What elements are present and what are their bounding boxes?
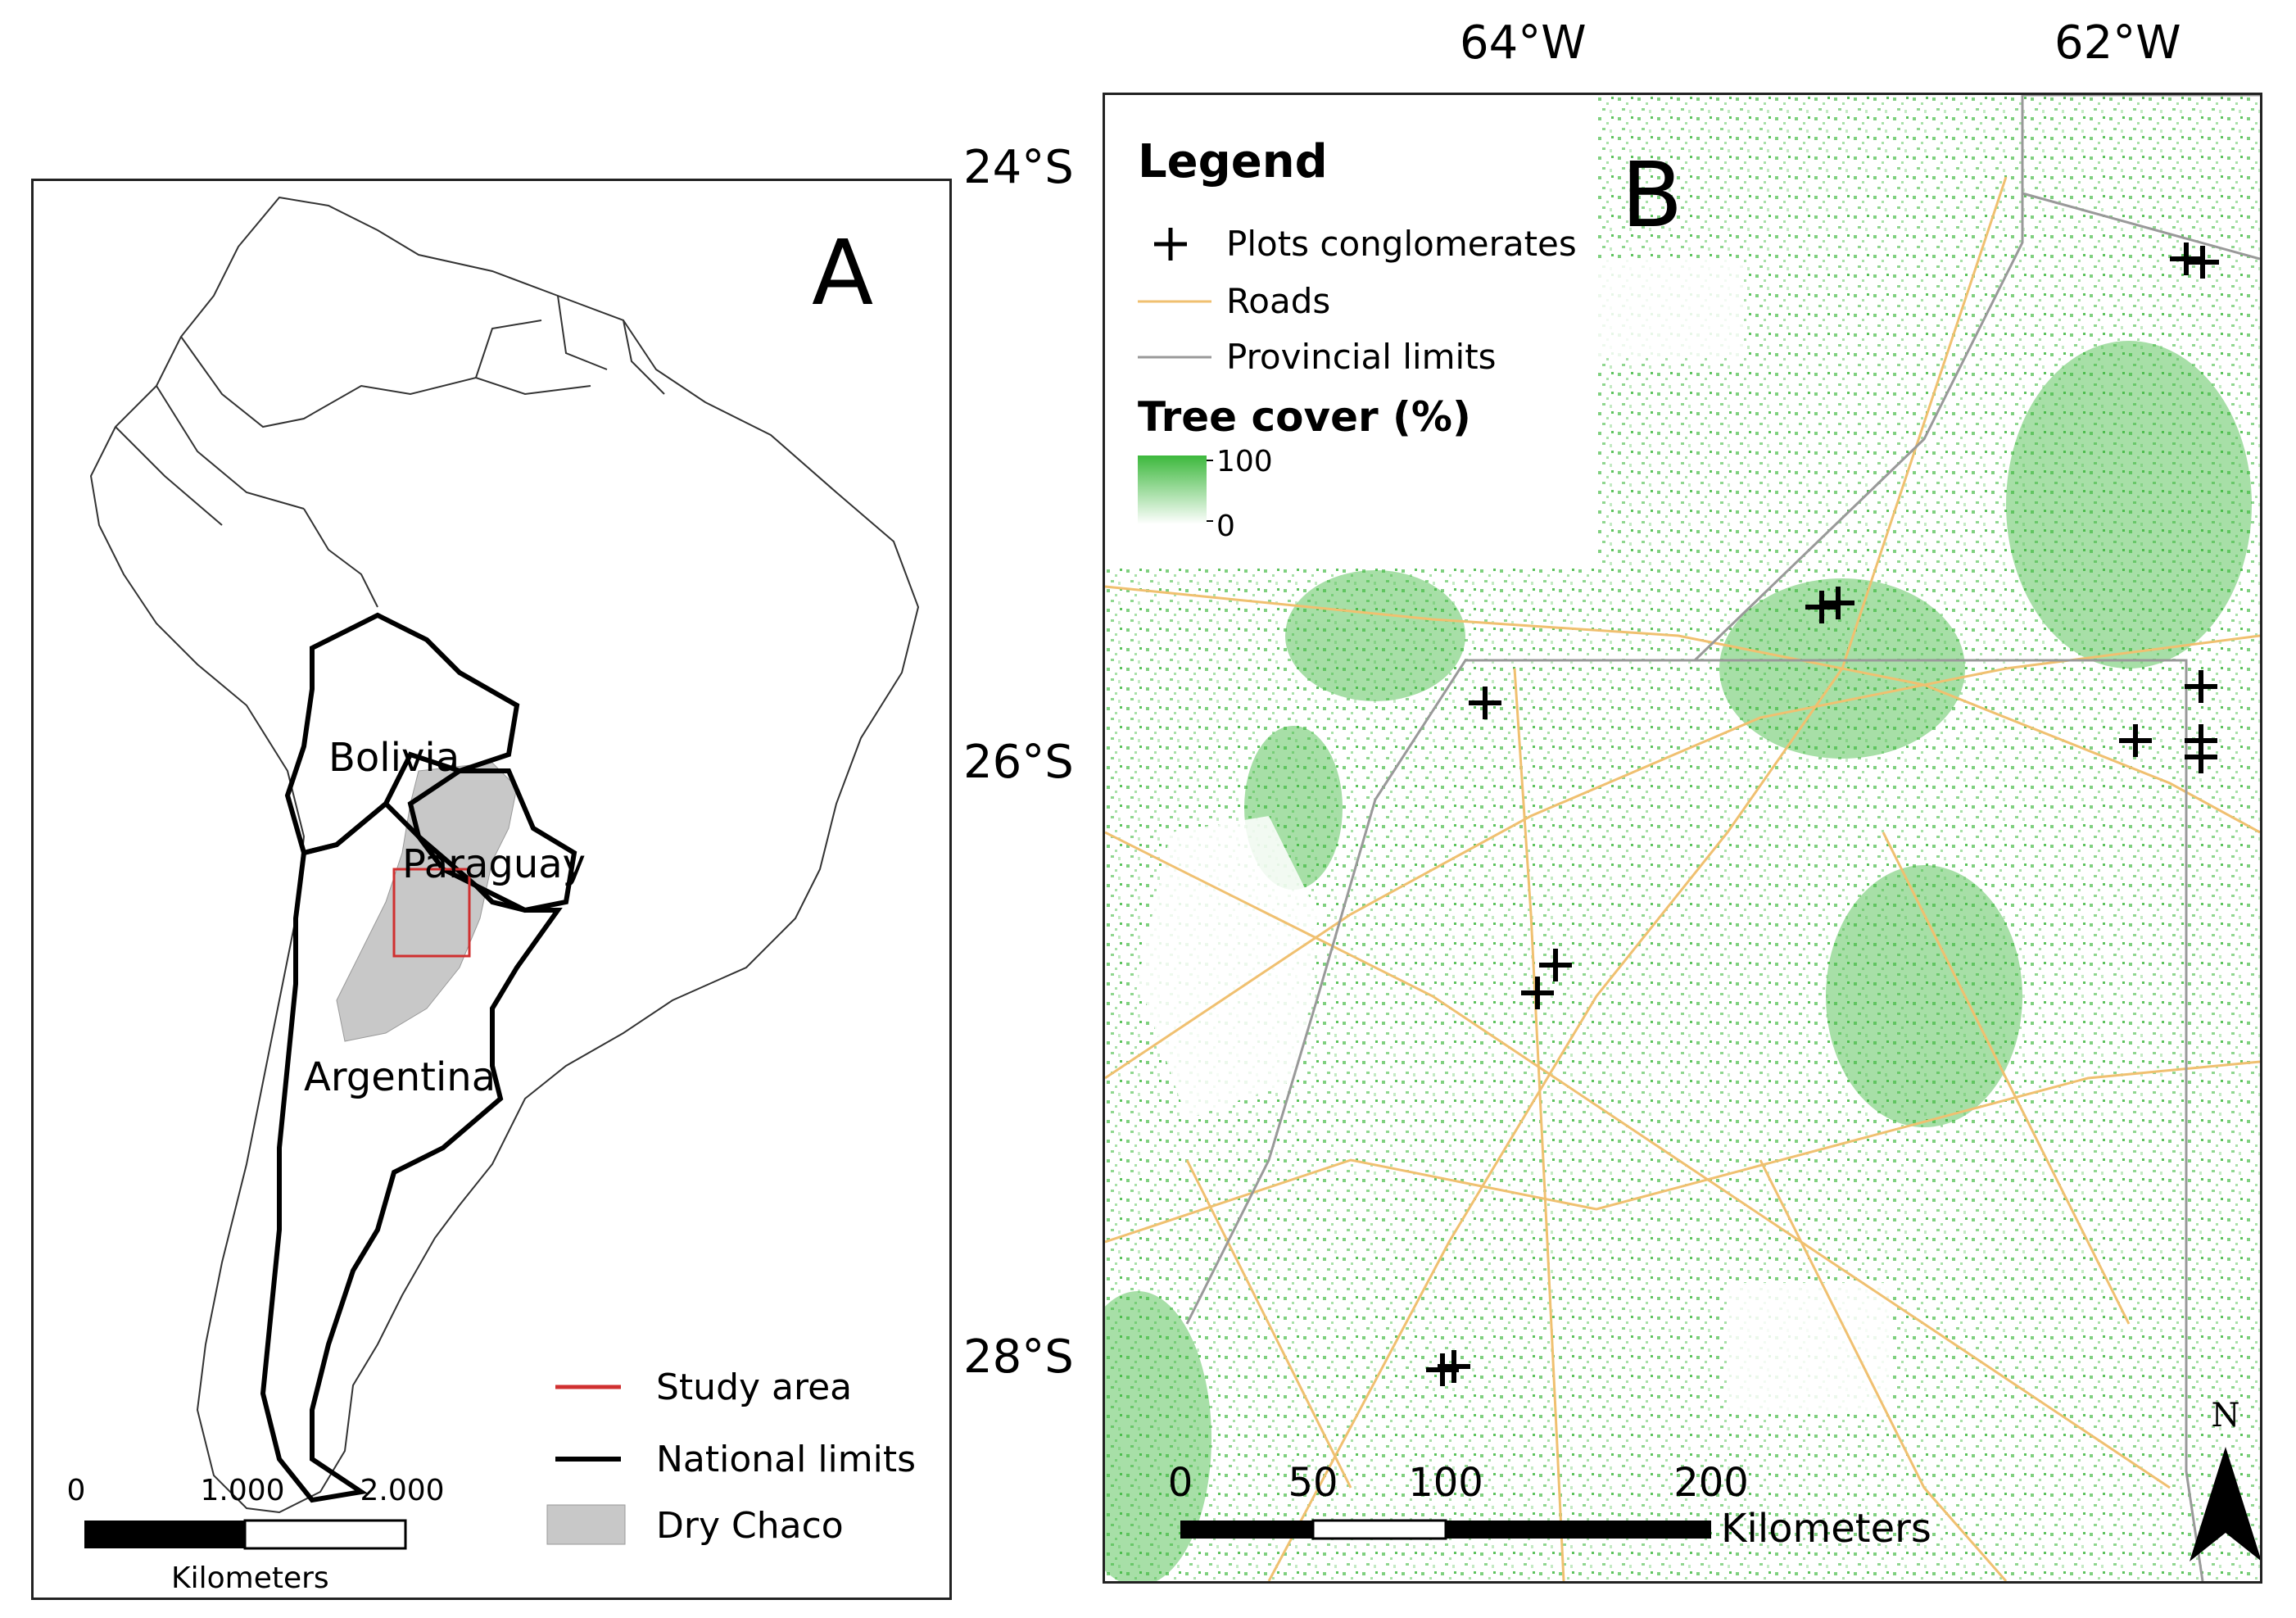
south-america-svg: A Bolivia Paraguay Argentina Study area …: [67, 196, 920, 1595]
scalebar-b-tick-3: 200: [1673, 1460, 1749, 1506]
lon-label-64w: 64°W: [1460, 16, 1587, 70]
scalebar-a-unit: Kilometers: [171, 1561, 329, 1595]
plot-marker: [2186, 246, 2219, 279]
plot-marker: [1469, 687, 1501, 719]
scalebar-a-tick-1: 1.000: [200, 1474, 284, 1507]
provincial-limits: [1185, 95, 2260, 1581]
panel-b-tree-cover-map: Legend Plots conglomerates Roads Provinc…: [1103, 93, 2262, 1584]
study-area-box: [392, 868, 471, 958]
tree-cover-svg: Legend Plots conglomerates Roads Provinc…: [1105, 95, 2260, 1581]
country-borders: [115, 295, 665, 608]
south-america-outline: [89, 196, 920, 1514]
panel-b-letter: B: [1621, 143, 1682, 247]
tree-cover-ramp: [1138, 455, 1207, 524]
legend-dry-chaco-label: Dry Chaco: [656, 1505, 844, 1547]
panel-a-legend: Study area National limits Dry Chaco: [546, 1366, 916, 1547]
panel-a-scalebar: 0 1.000 2.000 Kilometers: [67, 1474, 445, 1595]
legend-study-area-label: Study area: [656, 1366, 852, 1408]
lon-label-62w: 62°W: [2054, 16, 2181, 70]
cleared-areas: [1138, 259, 1891, 1414]
plot-marker: [2119, 724, 2152, 757]
country-label-paraguay: Paraguay: [402, 841, 586, 887]
plot-marker: [1521, 977, 1554, 1009]
plot-marker: [1805, 591, 1838, 623]
plot-marker: [2185, 670, 2217, 703]
lat-label-28s: 28°S: [963, 1330, 1074, 1384]
panel-b-scalebar: 0 50 100 200 Kilometers: [1168, 1460, 1931, 1552]
legend-dry-chaco-swatch: [546, 1504, 626, 1545]
country-label-bolivia: Bolivia: [328, 735, 460, 781]
north-label: N: [2212, 1397, 2240, 1434]
legend-national-limits-label: National limits: [656, 1439, 916, 1480]
plot-markers: [1426, 242, 2219, 1386]
dense-tree-cover-patches: [1105, 341, 2252, 1581]
roads: [1105, 176, 2260, 1581]
national-limits: [260, 612, 577, 1503]
plot-marker: [2185, 741, 2217, 773]
plot-marker: [1438, 1350, 1470, 1383]
panel-a-letter: A: [812, 220, 873, 325]
scalebar-b-tick-1: 50: [1288, 1460, 1338, 1506]
legend-plots-label: Plots conglomerates: [1226, 224, 1577, 264]
ramp-min-label: 0: [1216, 510, 1235, 543]
scalebar-b-unit: Kilometers: [1721, 1506, 1931, 1552]
panel-b-legend: Legend Plots conglomerates Roads Provinc…: [1138, 135, 1577, 543]
legend-provincial-label: Provincial limits: [1226, 337, 1497, 377]
scalebar-b-tick-0: 0: [1168, 1460, 1193, 1506]
paraguay-border: [407, 768, 577, 913]
scalebar-a-tick-2: 2.000: [360, 1474, 444, 1507]
cross-icon: [1154, 228, 1187, 261]
legend-b-title: Legend: [1138, 135, 1328, 188]
scalebar-b-tick-2: 100: [1408, 1460, 1483, 1506]
lat-label-24s: 24°S: [963, 141, 1074, 194]
plot-marker: [1539, 949, 1572, 981]
country-label-argentina: Argentina: [304, 1054, 496, 1100]
scalebar-a-tick-0: 0: [67, 1474, 86, 1507]
ramp-max-label: 100: [1216, 445, 1273, 478]
north-arrow-icon: N: [2190, 1397, 2260, 1561]
legend-tree-cover-title: Tree cover (%): [1138, 393, 1471, 441]
lat-label-26s: 26°S: [963, 736, 1074, 789]
panel-a-south-america-map: A Bolivia Paraguay Argentina Study area …: [31, 179, 952, 1600]
plot-marker: [1822, 587, 1854, 619]
bolivia-border: [284, 612, 520, 856]
legend-roads-label: Roads: [1226, 281, 1330, 321]
argentina-border: [260, 800, 563, 1503]
plot-marker: [2170, 242, 2203, 275]
